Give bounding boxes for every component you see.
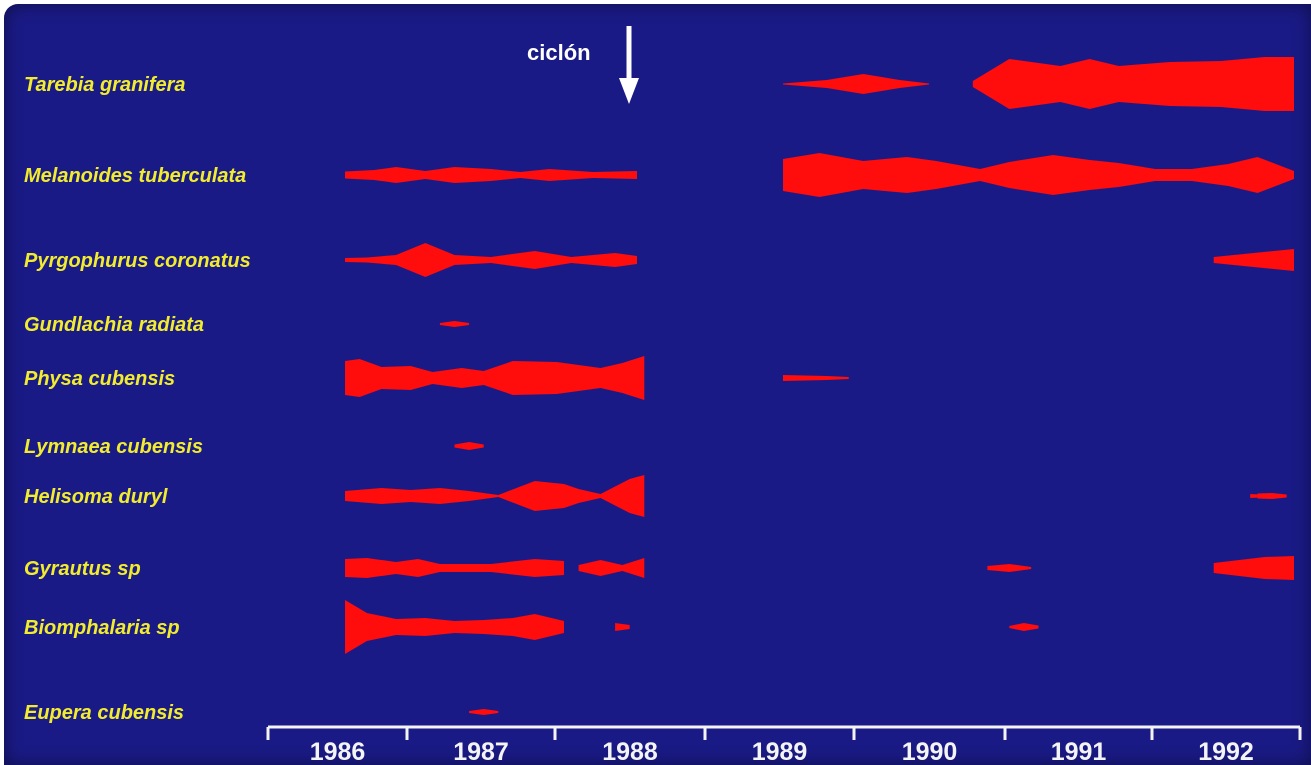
x-tick-label: 1990 [902,738,958,765]
species-label: Gyrautus sp [24,558,141,580]
abundance-kite [783,153,1294,197]
abundance-kite [469,709,499,715]
species-label: Physa cubensis [24,368,175,390]
chart-panel [4,4,1311,765]
abundance-kite [987,564,1032,572]
species-label: Eupera cubensis [24,702,184,724]
abundance-kite [783,375,849,381]
abundance-kite [578,558,645,578]
abundance-kite [439,321,470,327]
x-tick-label: 1989 [752,738,808,765]
abundance-kite [1009,623,1039,631]
x-axis: 1986 1987 1988 1989 1990 1991 1992 [266,725,1302,765]
species-label: Melanoides tuberculata [24,165,246,187]
abundance-kite [345,475,645,517]
x-tick-label: 1992 [1198,738,1254,765]
x-tick-label: 1991 [1051,738,1107,765]
abundance-kite [345,243,637,277]
species-label: Gundlachia radiata [24,314,204,336]
species-label: Pyrgophurus coronatus [24,250,251,272]
abundance-kite [345,356,645,400]
series-marks [345,57,1294,715]
cyclone-label: ciclón [527,40,591,65]
species-label: Biomphalaria sp [24,617,180,639]
abundance-kite [1213,556,1294,580]
abundance-kite [972,57,1294,111]
x-tick-label: 1986 [310,738,366,765]
species-label: Helisoma duryl [24,486,168,508]
abundance-kite [1257,493,1287,499]
abundance-kite [345,167,637,183]
abundance-kite [1213,249,1294,271]
cyclone-arrow-head [619,78,639,104]
species-label: Tarebia granifera [24,74,186,96]
x-tick-label: 1987 [453,738,509,765]
abundance-kite [783,74,929,94]
species-label: Lymnaea cubensis [24,436,203,458]
cyclone-annotation: ciclón [527,26,639,104]
abundance-kite [345,558,564,578]
abundance-kite [454,442,484,450]
species-labels: Tarebia granifera Melanoides tuberculata P… [24,74,251,724]
abundance-kite [615,623,630,631]
x-tick-label: 1988 [602,738,658,765]
abundance-kite [345,600,564,654]
